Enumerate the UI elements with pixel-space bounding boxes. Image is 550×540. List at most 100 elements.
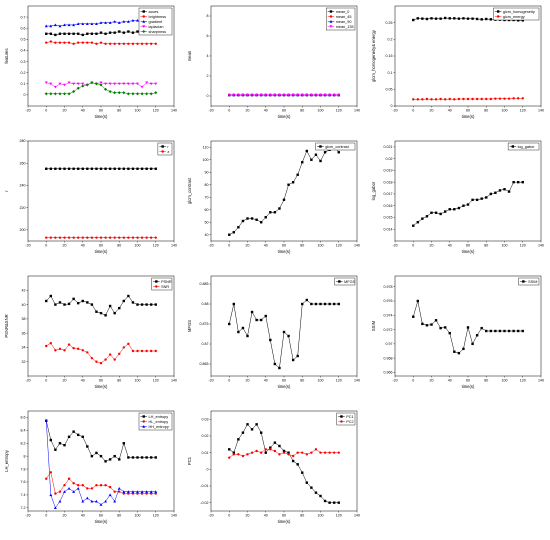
data-point xyxy=(237,330,240,334)
x-tick-label: 60 xyxy=(282,379,286,383)
data-point xyxy=(421,17,424,20)
data-point xyxy=(117,82,121,86)
y-tick-label: 2 xyxy=(207,74,209,78)
data-point xyxy=(104,499,108,503)
x-tick-label: 100 xyxy=(318,514,324,518)
y-axis-label: SSIM xyxy=(371,320,376,331)
y-tick-label: 0.6 xyxy=(21,26,26,30)
data-point xyxy=(67,435,71,439)
y-tick-label: 32 xyxy=(22,360,26,364)
x-tick-label: 20 xyxy=(246,379,250,383)
data-point xyxy=(104,358,107,361)
data-point xyxy=(86,41,89,44)
data-point xyxy=(154,167,157,170)
data-point xyxy=(67,41,71,44)
data-point xyxy=(140,92,144,96)
data-point xyxy=(140,490,144,493)
data-point xyxy=(439,326,442,330)
y-tick-label: 0.7 xyxy=(21,15,26,19)
data-point xyxy=(86,236,89,239)
data-point xyxy=(140,236,144,239)
data-point xyxy=(246,334,249,338)
data-point xyxy=(86,445,89,448)
x-tick-label: 40 xyxy=(81,379,85,383)
legend-label: HL_entropy xyxy=(149,420,169,424)
data-point xyxy=(439,212,442,216)
data-point xyxy=(63,349,66,352)
data-point xyxy=(507,329,511,333)
data-point xyxy=(72,42,75,45)
data-point xyxy=(108,31,112,34)
data-point xyxy=(269,448,272,451)
data-point xyxy=(237,226,240,229)
x-tick-label: 0 xyxy=(45,109,47,113)
data-point xyxy=(63,443,66,447)
x-tick-label: 40 xyxy=(448,244,452,248)
x-tick-label: 0 xyxy=(228,244,230,248)
y-tick-label: 0.865 xyxy=(200,362,209,366)
y-tick-label: 0.87 xyxy=(202,342,209,346)
data-point xyxy=(145,456,148,459)
data-point xyxy=(45,236,48,239)
data-point xyxy=(425,17,429,21)
data-point xyxy=(104,236,107,239)
data-point xyxy=(305,481,309,484)
data-point xyxy=(246,453,249,456)
data-point xyxy=(282,449,286,453)
legend-marker xyxy=(142,25,146,28)
data-point xyxy=(131,301,135,304)
data-point xyxy=(76,486,80,490)
data-point xyxy=(99,83,103,87)
legend-box xyxy=(138,412,173,431)
data-point xyxy=(453,17,456,20)
series-z xyxy=(45,236,157,239)
data-point xyxy=(237,453,240,456)
x-tick-label: 20 xyxy=(63,244,67,248)
y-tick-label: 0 xyxy=(207,468,209,472)
data-point xyxy=(278,444,281,448)
x-axis-label: time(s) xyxy=(278,249,291,254)
data-point xyxy=(131,31,135,34)
data-point xyxy=(282,451,286,454)
data-point xyxy=(140,492,144,495)
legend-marker xyxy=(340,415,343,418)
data-point xyxy=(99,81,103,85)
x-tick-label: 140 xyxy=(538,109,544,113)
legend-marker xyxy=(522,280,525,283)
x-axis-label: time(s) xyxy=(278,519,291,524)
data-point xyxy=(58,490,62,493)
y-tick-label: 7.4 xyxy=(21,493,26,497)
data-point xyxy=(485,97,488,101)
data-point xyxy=(337,451,340,454)
chart-8: -20 0 20 40 60 80 100 120 140 0.865 0.87 0.875 0.88 0… xyxy=(187,275,360,389)
series-SNR xyxy=(45,341,157,365)
data-point xyxy=(108,304,112,308)
data-point xyxy=(95,451,98,455)
x-tick-label: 80 xyxy=(484,379,488,383)
data-point xyxy=(49,82,53,86)
data-point xyxy=(118,167,121,170)
data-point xyxy=(521,329,524,333)
data-point xyxy=(90,81,94,85)
legend-marker xyxy=(142,10,145,13)
data-point xyxy=(127,342,130,346)
data-point xyxy=(149,456,153,459)
data-point xyxy=(471,17,474,20)
data-point xyxy=(462,347,465,351)
data-point xyxy=(54,349,57,352)
data-point xyxy=(49,92,53,96)
data-point xyxy=(67,486,71,490)
data-point xyxy=(149,92,153,96)
y-tick-label: 0.974 xyxy=(384,313,393,317)
data-point xyxy=(278,207,281,210)
x-tick-label: 40 xyxy=(81,109,85,113)
data-point xyxy=(301,302,304,306)
data-point xyxy=(131,456,135,459)
y-axis-label: LH_entropy xyxy=(4,449,9,472)
y-tick-label: 7.2 xyxy=(21,506,26,510)
x-tick-label: 120 xyxy=(520,379,526,383)
x-tick-label: 80 xyxy=(117,109,121,113)
data-point xyxy=(269,211,272,214)
data-point xyxy=(457,97,461,101)
